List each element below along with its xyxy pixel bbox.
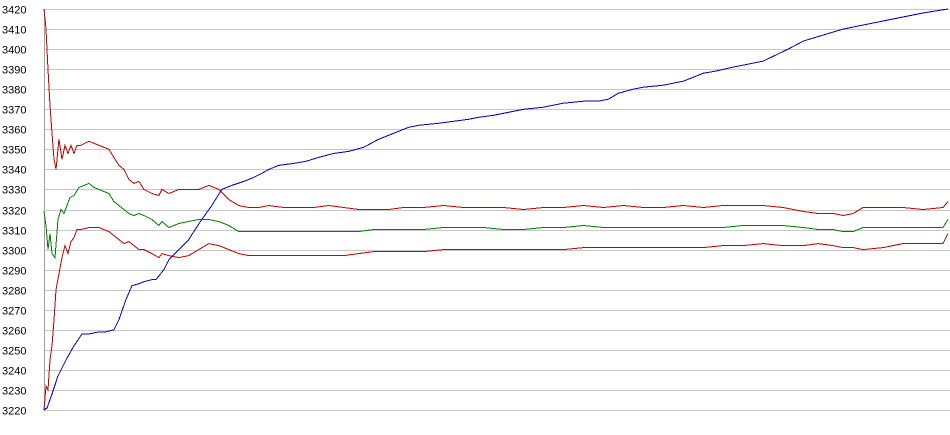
y-tick-label: 3260 — [2, 326, 26, 338]
y-tick-label: 3240 — [2, 366, 26, 378]
y-tick-label: 3390 — [2, 65, 26, 77]
grid-lines — [44, 9, 950, 411]
y-tick-label: 3280 — [2, 286, 26, 298]
series-line-1 — [43, 8, 949, 411]
y-tick-label: 3270 — [2, 306, 26, 318]
series-line-3 — [43, 182, 949, 259]
y-tick-label: 3370 — [2, 105, 26, 117]
y-tick-label: 3400 — [2, 45, 26, 57]
series-line-4 — [43, 227, 949, 411]
series-line-2 — [43, 8, 949, 217]
y-tick-label: 3290 — [2, 266, 26, 278]
y-tick-label: 3220 — [2, 406, 26, 418]
y-tick-label: 3320 — [2, 206, 26, 218]
y-tick-label: 3360 — [2, 125, 26, 137]
y-tick-label: 3300 — [2, 246, 26, 258]
y-tick-label: 3310 — [2, 226, 26, 238]
y-tick-label: 3230 — [2, 386, 26, 398]
y-tick-label: 3350 — [2, 145, 26, 157]
y-tick-labels: 3220 3230 3240 3250 3260 3270 3280 3290 3300 3310… — [2, 5, 26, 418]
y-tick-label: 3340 — [2, 165, 26, 177]
series-lines — [43, 8, 949, 411]
y-tick-label: 3380 — [2, 85, 26, 97]
y-tick-label: 3420 — [2, 5, 26, 17]
y-tick-label: 3250 — [2, 346, 26, 358]
y-tick-label: 3410 — [2, 25, 26, 37]
y-tick-label: 3330 — [2, 185, 26, 197]
